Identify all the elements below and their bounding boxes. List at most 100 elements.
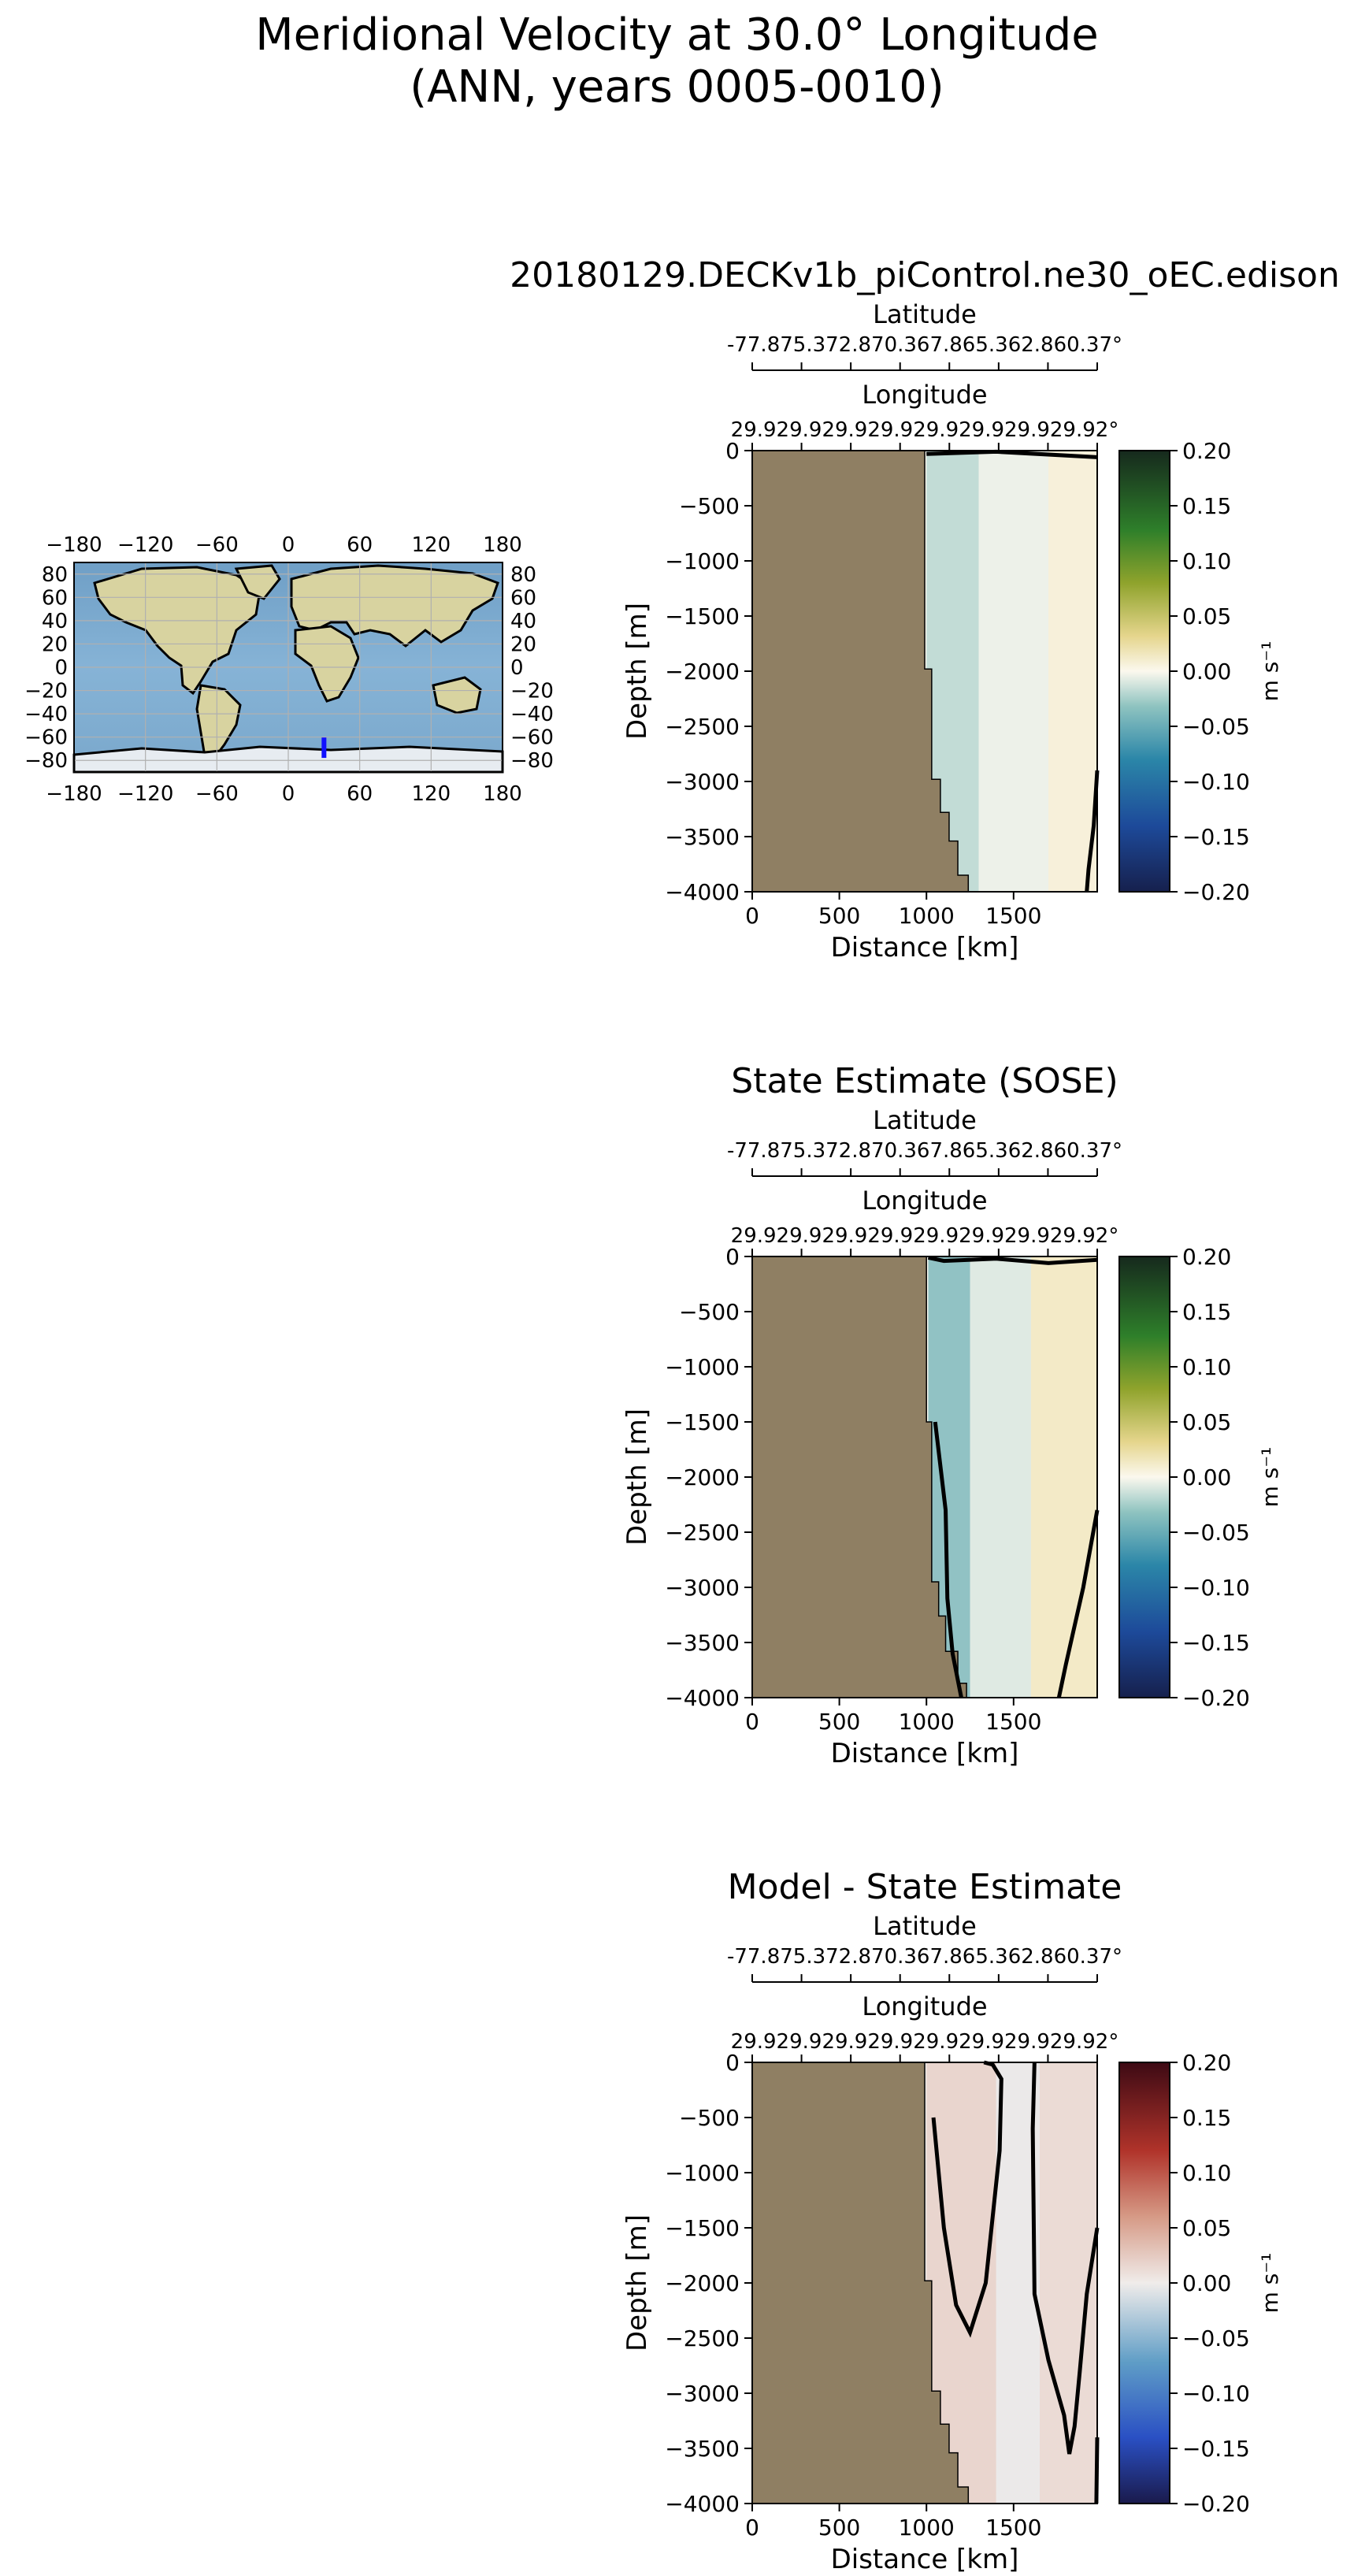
y-tick-label: −500 <box>679 2105 740 2131</box>
map-lon-tick-top: 180 <box>483 533 522 557</box>
colorbar-tick-label: −0.10 <box>1182 769 1250 795</box>
x-tick-label: 1000 <box>899 903 955 929</box>
latitude-tick-labels: -77.875.372.870.367.865.362.860.37° <box>727 1139 1122 1163</box>
x-tick-label: 1500 <box>985 1709 1041 1735</box>
map-lon-tick-top: 120 <box>412 533 451 557</box>
colorbar-tick-label: 0.15 <box>1182 1299 1231 1325</box>
x-tick-label: 0 <box>745 2515 759 2541</box>
map-lon-tick-bottom: 180 <box>483 782 522 806</box>
colorbar-tick-label: 0.15 <box>1182 2105 1231 2131</box>
x-axis-label: Distance [km] <box>831 2544 1019 2575</box>
y-tick-label: −3500 <box>665 1630 740 1656</box>
colorbar <box>1118 1256 1170 1698</box>
figure-title-line2: (ANN, years 0005-0010) <box>410 61 944 113</box>
locator-map: −180 −180 −120 −120 −60 −60 0 0 60 60 120 120 180 180… <box>24 533 554 806</box>
map-lon-tick-top: −120 <box>117 533 173 557</box>
map-lat-tick-left: 60 <box>42 586 68 610</box>
panel-1: 20180129.DECKv1b_piControl.ne30_oEC.edis… <box>510 255 1340 963</box>
x-axis-label: Distance [km] <box>831 932 1019 963</box>
zero-contour <box>931 2060 1003 2338</box>
map-lat-tick-right: 20 <box>510 633 536 656</box>
y-tick-label: −500 <box>679 1299 740 1325</box>
zero-contour <box>1085 770 1100 893</box>
latitude-tick-labels: -77.875.372.870.367.865.362.860.37° <box>727 1945 1122 1969</box>
latitude-axis-label: Latitude <box>873 1911 977 1941</box>
field-band <box>970 1256 1031 1698</box>
colorbar-tick-label: 0.20 <box>1182 1244 1231 1270</box>
zero-contour <box>933 1421 963 1698</box>
y-tick-label: −2000 <box>665 1464 740 1490</box>
y-tick-label: −2500 <box>665 714 740 740</box>
map-lat-tick-right: 40 <box>510 610 536 633</box>
map-gridlines <box>74 562 503 772</box>
x-tick-label: 1000 <box>899 2515 955 2541</box>
panel-title: 20180129.DECKv1b_piControl.ne30_oEC.edis… <box>510 255 1340 295</box>
colorbar <box>1118 2062 1170 2504</box>
map-lon-tick-top: −60 <box>195 533 239 557</box>
map-frame <box>73 562 503 773</box>
y-tick-label: −1500 <box>665 1409 740 1435</box>
y-tick-label: −3000 <box>665 2381 740 2407</box>
colorbar-tick-label: −0.15 <box>1182 824 1250 850</box>
longitude-tick-labels: 29.929.929.929.929.929.929.929.92° <box>731 2030 1119 2054</box>
y-tick-label: −500 <box>679 493 740 519</box>
colorbar-label: m s⁻¹ <box>1257 1447 1283 1508</box>
map-lat-tick-left: 20 <box>42 633 68 656</box>
y-tick-label: −3000 <box>665 769 740 795</box>
bathymetry-land <box>751 2062 970 2504</box>
y-tick-label: −3000 <box>665 1575 740 1601</box>
y-tick-label: −1500 <box>665 603 740 629</box>
map-land <box>72 564 504 774</box>
map-lon-tick-bottom: −180 <box>46 782 102 806</box>
colorbar <box>1118 450 1170 893</box>
panel-title: Model - State Estimate <box>728 1867 1122 1907</box>
y-tick-label: −4000 <box>665 1685 740 1711</box>
zero-contour <box>1030 2062 1100 2455</box>
y-tick-label: −1500 <box>665 2215 740 2241</box>
map-lat-tick-left: 0 <box>54 656 68 680</box>
x-axis-label: Distance [km] <box>831 1738 1019 1769</box>
colorbar-tick-label: 0.05 <box>1182 2215 1231 2241</box>
y-tick-label: −4000 <box>665 879 740 905</box>
colorbar-label: m s⁻¹ <box>1257 2253 1283 2314</box>
field-band <box>978 451 1049 892</box>
colorbar-tick-label: 0.00 <box>1182 1464 1231 1490</box>
x-tick-label: 1500 <box>985 903 1041 929</box>
y-tick-label: 0 <box>725 2050 740 2076</box>
y-tick-label: −1000 <box>665 2160 740 2186</box>
zero-contour <box>926 449 1098 459</box>
longitude-axis-label: Longitude <box>862 380 987 410</box>
map-lon-tick-bottom: 60 <box>347 782 373 806</box>
map-tick-labels: −180 −180 −120 −120 −60 −60 0 0 60 60 120 120 180 180… <box>24 533 554 806</box>
y-axis-label: Depth [m] <box>621 603 653 740</box>
y-tick-label: −2000 <box>665 659 740 685</box>
map-lat-tick-left: −80 <box>24 749 68 773</box>
colorbar-label: m s⁻¹ <box>1257 641 1283 702</box>
colorbar-tick-label: −0.20 <box>1182 879 1250 905</box>
map-lat-tick-right: 80 <box>510 563 536 587</box>
latitude-axis-label: Latitude <box>873 299 977 329</box>
colorbar-tick-label: −0.20 <box>1182 1685 1250 1711</box>
map-lat-tick-right: −40 <box>510 703 554 726</box>
x-tick-label: 500 <box>818 1709 860 1735</box>
figure-title-line1: Meridional Velocity at 30.0° Longitude <box>255 9 1099 61</box>
y-tick-label: −2500 <box>665 2325 740 2351</box>
colorbar-tick-label: −0.10 <box>1182 2381 1250 2407</box>
bathymetry-land <box>751 1256 967 1698</box>
colorbar-tick-label: −0.15 <box>1182 2436 1250 2462</box>
y-tick-label: 0 <box>725 438 740 464</box>
colorbar-tick-label: −0.15 <box>1182 1630 1250 1656</box>
map-lat-tick-left: 40 <box>42 610 68 633</box>
colorbar-tick-label: −0.10 <box>1182 1575 1250 1601</box>
colorbar-tick-label: −0.05 <box>1182 714 1250 740</box>
map-lat-tick-left: −20 <box>24 680 68 703</box>
map-lon-tick-bottom: −60 <box>195 782 239 806</box>
panel-title: State Estimate (SOSE) <box>731 1061 1118 1101</box>
map-lat-tick-right: −60 <box>510 726 554 750</box>
colorbar-tick-label: −0.20 <box>1182 2491 1250 2517</box>
latitude-tick-labels: -77.875.372.870.367.865.362.860.37° <box>727 333 1122 357</box>
colorbar-tick-label: −0.05 <box>1182 2325 1250 2351</box>
map-lon-tick-top: 0 <box>282 533 295 557</box>
map-lon-tick-bottom: −120 <box>117 782 173 806</box>
longitude-axis-label: Longitude <box>862 1186 987 1216</box>
